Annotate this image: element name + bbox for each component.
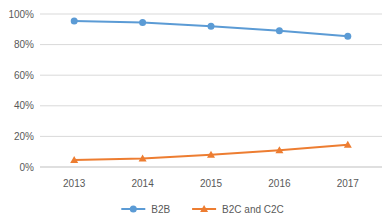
x-tick-label: 2013 (63, 178, 86, 189)
point-marker (344, 141, 352, 148)
point-marker (71, 17, 78, 24)
plot-area (70, 17, 352, 163)
series-line (74, 145, 348, 160)
grid-line (40, 136, 382, 137)
grid-line (40, 44, 382, 45)
legend: B2B B2C and C2C (121, 204, 284, 215)
y-tick-label: 100% (8, 9, 34, 20)
point-marker (208, 23, 215, 30)
point-marker (276, 27, 283, 34)
point-marker (139, 155, 147, 162)
y-tick-label: 80% (14, 39, 34, 50)
legend-marker (200, 205, 208, 212)
point-marker (344, 33, 351, 40)
point-marker (70, 156, 78, 163)
grid-line (40, 105, 382, 106)
point-marker (275, 146, 283, 153)
x-tick-label: 2017 (337, 178, 360, 189)
legend-label: B2B (151, 204, 170, 215)
y-tick-label: 0% (20, 162, 35, 173)
y-tick-label: 60% (14, 70, 34, 81)
grid-line (40, 167, 382, 168)
series-line (74, 21, 348, 36)
point-marker (139, 19, 146, 26)
grid-line (40, 75, 382, 76)
x-tick-label: 2015 (200, 178, 223, 189)
legend-label: B2C and C2C (222, 204, 284, 215)
y-tick-label: 40% (14, 100, 34, 111)
point-marker (207, 151, 215, 158)
x-tick-label: 2016 (268, 178, 291, 189)
grid-line (40, 14, 382, 15)
x-tick-label: 2014 (131, 178, 154, 189)
legend-marker (130, 206, 137, 213)
chart: 0% 20% 40% 60% 80% 100% 2013 2014 2015 2016 2017 B2… (0, 0, 389, 217)
y-tick-label: 20% (14, 131, 34, 142)
